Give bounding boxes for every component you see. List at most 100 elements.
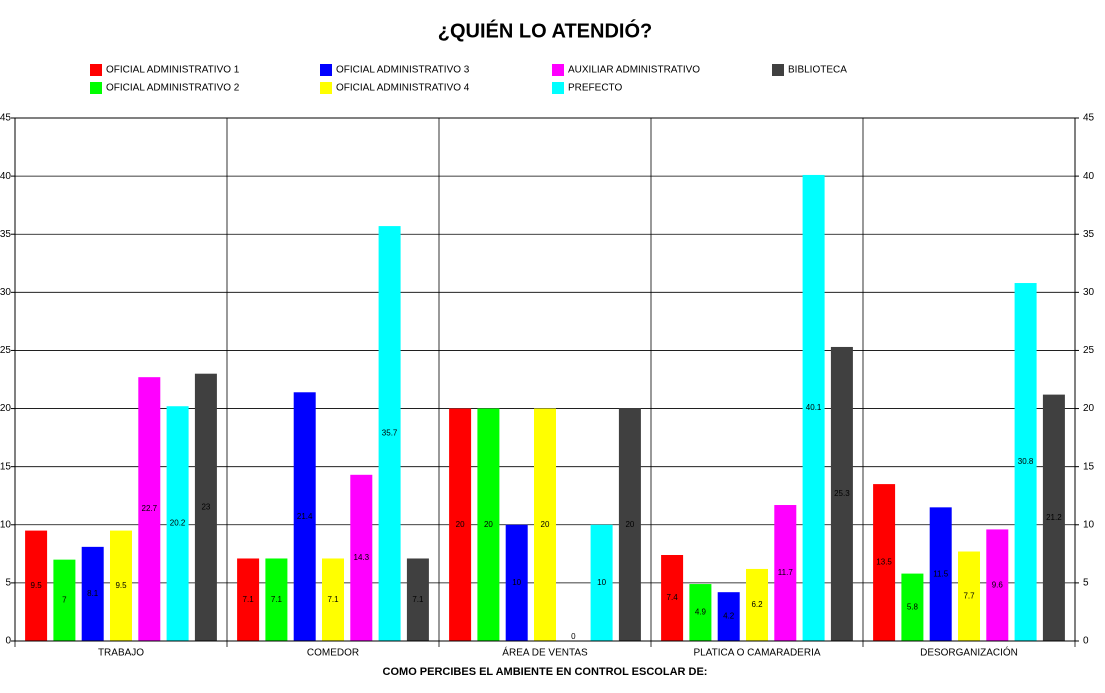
x-tick-label: ÁREA DE VENTAS — [502, 646, 588, 659]
value-label: 7.1 — [412, 595, 424, 604]
legend-label: AUXILIAR ADMINISTRATIVO — [568, 65, 700, 76]
y-tick-label: 45 — [0, 113, 11, 124]
value-label: 11.7 — [778, 568, 794, 577]
bar — [689, 584, 712, 641]
legend-label: PREFECTO — [568, 83, 622, 94]
value-label: 25.3 — [834, 489, 850, 498]
legend-swatch — [90, 82, 102, 94]
bar — [406, 558, 429, 641]
value-label: 21.2 — [1046, 513, 1062, 522]
bar — [265, 558, 288, 641]
value-label: 9.5 — [31, 581, 43, 590]
y-tick-label: 0 — [5, 636, 11, 647]
value-label: 13.5 — [876, 558, 892, 567]
value-label: 4.2 — [723, 612, 735, 621]
bar — [661, 554, 684, 641]
bar — [293, 392, 316, 641]
bar — [138, 377, 161, 641]
value-label: 21.4 — [297, 512, 313, 521]
bar — [618, 408, 641, 641]
value-label: 11.5 — [933, 569, 949, 578]
value-label: 7.7 — [963, 591, 975, 600]
bar — [929, 507, 952, 641]
y-tick-label: 0 — [1083, 636, 1089, 647]
x-tick-label: DESORGANIZACIÓN — [920, 646, 1018, 659]
y-tick-label: 20 — [1083, 403, 1095, 414]
bar — [1014, 283, 1037, 641]
legend-label: OFICIAL ADMINISTRATIVO 2 — [106, 83, 240, 94]
y-tick-label: 20 — [0, 403, 11, 414]
legend-swatch — [320, 82, 332, 94]
legend-label: BIBLIOTECA — [788, 65, 847, 76]
value-label: 22.7 — [142, 504, 158, 513]
y-tick-label: 10 — [0, 519, 11, 530]
bar — [590, 524, 613, 641]
value-label: 20 — [456, 520, 465, 529]
value-label: 9.6 — [992, 580, 1004, 589]
y-tick-label: 35 — [1083, 229, 1095, 240]
value-label: 20 — [625, 520, 634, 529]
bar — [1042, 394, 1065, 641]
bar — [237, 558, 260, 641]
y-tick-label: 5 — [5, 578, 11, 589]
value-label: 9.5 — [115, 581, 127, 590]
bar — [110, 530, 132, 641]
value-label: 14.3 — [354, 553, 370, 562]
y-tick-label: 45 — [1083, 113, 1095, 124]
legend-label: OFICIAL ADMINISTRATIVO 3 — [336, 65, 470, 76]
value-label: 20.2 — [170, 519, 186, 528]
chart-title: ¿QUIÉN LO ATENDIÓ? — [438, 18, 652, 42]
bar — [746, 568, 768, 641]
value-label: 0 — [571, 632, 576, 641]
y-tick-label: 30 — [1083, 287, 1095, 298]
value-label: 10 — [597, 578, 606, 587]
x-tick-label: COMEDOR — [307, 648, 359, 659]
value-label: 6.2 — [751, 600, 763, 609]
x-tick-label: TRABAJO — [98, 648, 144, 659]
bar — [505, 524, 528, 641]
value-label: 35.7 — [382, 429, 398, 438]
legend-label: OFICIAL ADMINISTRATIVO 1 — [106, 65, 240, 76]
y-tick-label: 5 — [1083, 578, 1089, 589]
bar — [958, 551, 980, 641]
legend-swatch — [772, 64, 784, 76]
legend-swatch — [320, 64, 332, 76]
y-tick-label: 25 — [0, 345, 11, 356]
bar — [774, 505, 797, 641]
value-label: 5.8 — [907, 602, 919, 611]
y-tick-label: 10 — [1083, 519, 1095, 530]
bar — [378, 226, 401, 641]
value-label: 4.9 — [695, 608, 707, 617]
value-label: 40.1 — [806, 403, 822, 412]
value-label: 23 — [201, 502, 210, 511]
bar — [873, 484, 896, 641]
y-tick-label: 40 — [1083, 171, 1095, 182]
y-tick-label: 15 — [1083, 461, 1095, 472]
bar — [81, 546, 104, 641]
bar — [350, 474, 373, 641]
y-tick-label: 35 — [0, 229, 11, 240]
y-tick-label: 25 — [1083, 345, 1095, 356]
bar — [477, 408, 500, 641]
bar — [449, 408, 472, 641]
bar — [25, 530, 48, 641]
bar — [534, 408, 556, 641]
value-label: 7.1 — [327, 595, 339, 604]
bar — [194, 373, 217, 641]
bar — [166, 406, 189, 641]
bar — [717, 592, 740, 641]
value-label: 8.1 — [87, 589, 99, 598]
bar — [830, 346, 853, 641]
value-label: 7.4 — [667, 593, 679, 602]
x-tick-label: PLATICA O CAMARADERIA — [693, 648, 820, 659]
legend-swatch — [90, 64, 102, 76]
legend-label: OFICIAL ADMINISTRATIVO 4 — [336, 83, 470, 94]
value-label: 7.1 — [243, 595, 255, 604]
bar — [802, 174, 825, 641]
legend-swatch — [552, 82, 564, 94]
value-label: 7 — [62, 595, 67, 604]
value-label: 30.8 — [1018, 457, 1034, 466]
bar — [322, 558, 344, 641]
bar — [986, 529, 1009, 641]
legend-swatch — [552, 64, 564, 76]
